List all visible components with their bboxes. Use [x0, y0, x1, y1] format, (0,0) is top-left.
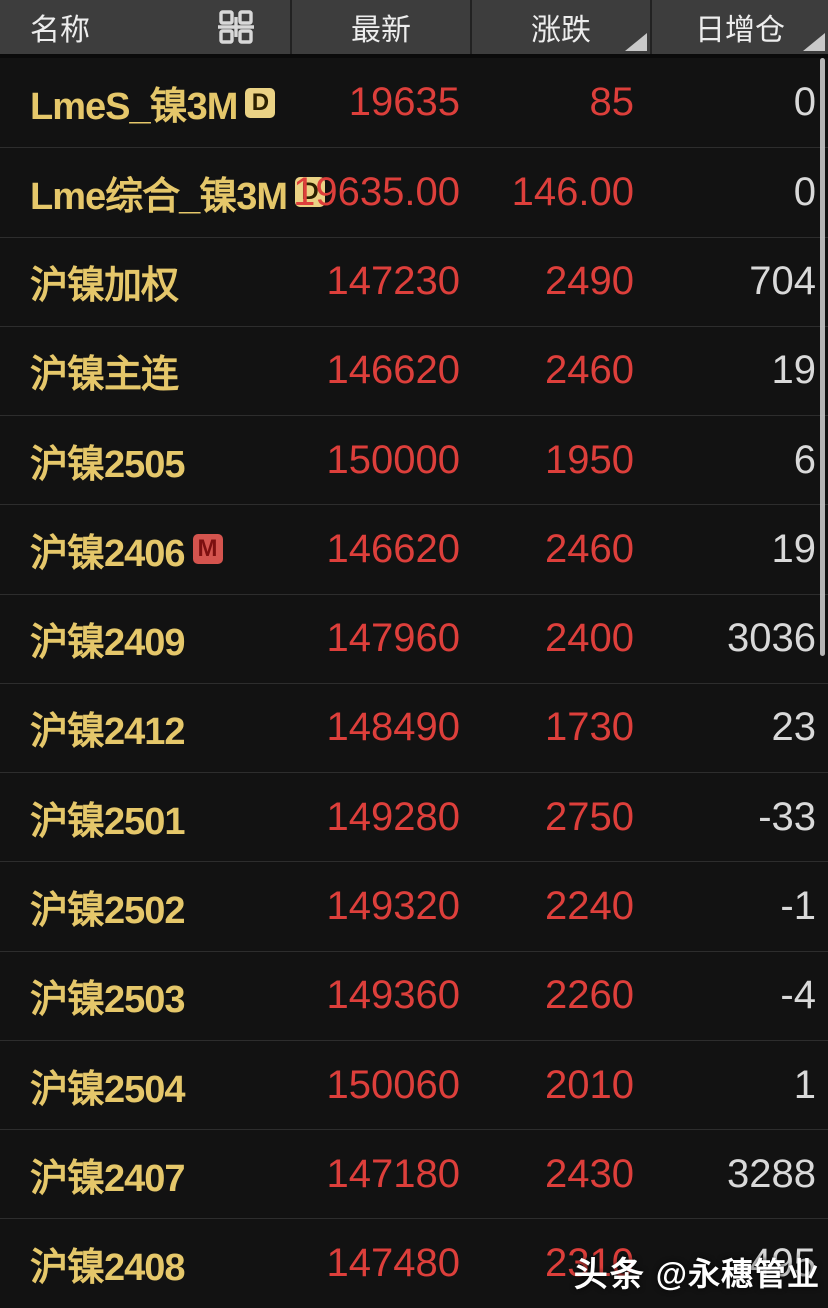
watermark: 头条 @永穗管业 [574, 1247, 820, 1296]
table-row[interactable]: 沪镍2502 149320 2240 -1 [0, 861, 828, 950]
contract-name: 沪镍2406 [30, 532, 186, 575]
contract-type-badge: D [295, 177, 326, 208]
oi-change-value: -1 [780, 884, 816, 929]
sort-corner-icon [625, 33, 647, 51]
grid-layout-icon[interactable] [218, 9, 254, 45]
contract-name: 沪镍2412 [30, 711, 186, 754]
oi-change-value: 0 [793, 169, 816, 214]
change-value: 2750 [545, 794, 634, 839]
contract-name: 沪镍2503 [30, 979, 186, 1022]
last-price: 147230 [326, 259, 460, 304]
oi-change-value: 704 [749, 259, 816, 304]
change-value: 2310 [545, 1241, 634, 1286]
sort-corner-icon [803, 33, 825, 51]
header-oi-change-label: 日增仓 [695, 14, 785, 47]
table-row[interactable]: 沪镍2412 148490 1730 23 [0, 682, 828, 772]
oi-change-value: 495 [749, 1241, 816, 1286]
last-price: 149320 [326, 884, 460, 929]
header-name-column[interactable]: 名称 [0, 0, 290, 54]
last-price: 149280 [326, 794, 460, 839]
change-value: 2240 [545, 884, 634, 929]
table-row[interactable]: 沪镍2407 147180 2430 3288 [0, 1129, 828, 1218]
change-value: 2430 [545, 1151, 634, 1196]
oi-change-value: -4 [780, 973, 816, 1018]
scrollbar-thumb[interactable] [820, 58, 825, 656]
change-value: 1950 [545, 437, 634, 482]
table-row[interactable]: 沪镍主连 146620 2460 19 [0, 325, 828, 415]
oi-change-value: 19 [771, 526, 817, 571]
header-oi-change-column[interactable]: 日增仓 [650, 0, 828, 54]
contract-name: 沪镍2501 [30, 800, 186, 843]
table-row[interactable]: 沪镍2505 150000 1950 6 [0, 415, 828, 504]
table-header: 名称 最新 涨跌 日增仓 [0, 0, 828, 58]
contract-name: 沪镍主连 [30, 354, 179, 397]
oi-change-value: 3036 [727, 616, 816, 661]
oi-change-value: -33 [758, 794, 816, 839]
table-row[interactable]: 沪镍2504 150060 2010 1 [0, 1039, 828, 1129]
last-price: 150000 [326, 437, 460, 482]
oi-change-value: 1 [793, 1062, 816, 1107]
change-value: 2260 [545, 973, 634, 1018]
quote-list: LmeS_镍3M D 19635 85 0 Lme综合_镍3M D 19635.… [0, 58, 828, 1308]
last-price: 146620 [326, 526, 460, 571]
oi-change-value: 6 [793, 437, 816, 482]
header-change-column[interactable]: 涨跌 [470, 0, 650, 54]
table-row[interactable]: Lme综合_镍3M D 19635.00 146.00 0 [0, 147, 828, 236]
contract-name: 沪镍2502 [30, 890, 186, 933]
contract-name: 沪镍2407 [30, 1157, 186, 1200]
oi-change-value: 0 [793, 80, 816, 125]
watermark-brand: 头条 [573, 1256, 646, 1294]
table-row[interactable]: 沪镍2503 149360 2260 -4 [0, 950, 828, 1040]
table-row[interactable]: 沪镍加权 147230 2490 704 [0, 236, 828, 326]
table-row[interactable]: 沪镍2501 149280 2750 -33 [0, 772, 828, 861]
oi-change-value: 23 [771, 705, 817, 750]
contract-name: 沪镍加权 [30, 265, 179, 308]
oi-change-value: 19 [771, 348, 817, 393]
last-price: 147480 [326, 1241, 460, 1286]
table-row[interactable]: LmeS_镍3M D 19635 85 0 [0, 58, 828, 147]
change-value: 2400 [545, 616, 634, 661]
last-price: 150060 [326, 1062, 460, 1107]
last-price: 19635.00 [293, 169, 460, 214]
contract-name: 沪镍2409 [30, 622, 186, 665]
table-row[interactable]: 沪镍2406 M 146620 2460 19 [0, 504, 828, 593]
change-value: 85 [589, 80, 635, 125]
change-value: 2490 [545, 259, 634, 304]
oi-change-value: 3288 [727, 1151, 816, 1196]
header-change-label: 涨跌 [531, 14, 591, 47]
last-price: 147960 [326, 616, 460, 661]
last-price: 149360 [326, 973, 460, 1018]
contract-name: 沪镍2408 [30, 1247, 186, 1290]
last-price: 147180 [326, 1151, 460, 1196]
header-last-column[interactable]: 最新 [290, 0, 470, 54]
contract-name: Lme综合_镍3M [30, 175, 288, 218]
change-value: 146.00 [511, 169, 634, 214]
contract-name: 沪镍2504 [30, 1068, 186, 1111]
header-name-label: 名称 [30, 14, 90, 47]
table-row[interactable]: 沪镍2408 147480 2310 495 [0, 1218, 828, 1307]
contract-name: LmeS_镍3M [30, 86, 238, 129]
header-last-label: 最新 [351, 14, 411, 47]
last-price: 146620 [326, 348, 460, 393]
table-row[interactable]: 沪镍2409 147960 2400 3036 [0, 593, 828, 683]
last-price: 148490 [326, 705, 460, 750]
change-value: 1730 [545, 705, 634, 750]
change-value: 2460 [545, 526, 634, 571]
contract-type-badge: M [192, 534, 223, 565]
contract-type-badge: D [245, 87, 276, 118]
last-price: 19635 [348, 80, 460, 125]
contract-name: 沪镍2505 [30, 443, 186, 486]
change-value: 2460 [545, 348, 634, 393]
watermark-handle: @永穗管业 [655, 1255, 820, 1292]
change-value: 2010 [545, 1062, 634, 1107]
